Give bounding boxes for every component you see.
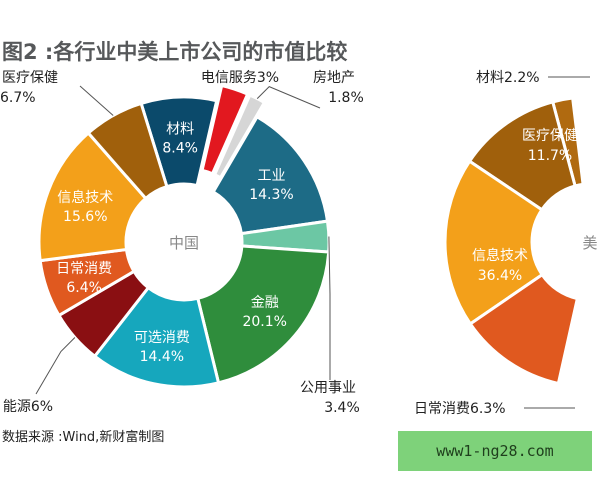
china-slice-可选消费: [92, 285, 221, 389]
china-leader-房地产: [256, 86, 321, 109]
china-label-金融: 金融: [251, 295, 279, 311]
china-slice-医疗保健: [86, 101, 169, 201]
china-center-label: 中国: [169, 234, 199, 252]
us-label-医疗保健: 医疗保健: [522, 128, 578, 144]
us-value-医疗保健: 11.7%: [528, 148, 572, 164]
china-value-医疗保健: 6.7%: [0, 90, 36, 106]
watermark-link[interactable]: www1-ng28.com: [398, 431, 592, 471]
us-label-信息技术: 信息技术: [472, 247, 528, 264]
china-value-可选消费: 14.4%: [140, 349, 184, 365]
china-label-房地产: 房地产: [313, 70, 355, 86]
china-label-信息技术: 信息技术: [57, 189, 113, 206]
data-source-note: 数据来源 :Wind,新财富制图: [2, 430, 165, 445]
us-slice-信息技术: [443, 159, 545, 326]
china-slice-金融: [195, 244, 331, 385]
us-slice-日常消费: [468, 272, 580, 386]
china-label-电信服务: 电信服务3%: [201, 70, 279, 86]
china-label-能源: 能源6%: [3, 399, 53, 415]
china-label-医疗保健: 医疗保健: [2, 70, 58, 86]
china-value-信息技术: 15.6%: [63, 209, 107, 225]
us-donut: 美 医疗保健 11.7% 信息技术 36.4% 材料2.2% 日常消费6.3%: [414, 70, 598, 417]
chart-title: 图2 :各行业中美上市公司的市值比较: [2, 40, 348, 64]
us-slice-医疗保健: [467, 100, 577, 212]
china-value-工业: 14.3%: [249, 187, 293, 203]
china-label-材料: 材料: [166, 122, 194, 138]
china-slice-电信服务: [200, 83, 250, 176]
china-leader-医疗保健: [79, 85, 114, 116]
china-label-公用事业: 公用事业: [300, 380, 356, 396]
us-center-label: 美: [582, 234, 597, 252]
china-value-日常消费: 6.4%: [66, 280, 102, 296]
us-value-信息技术: 36.4%: [478, 268, 522, 284]
china-label-可选消费: 可选消费: [134, 330, 190, 346]
china-slice-信息技术: [37, 130, 148, 263]
china-label-工业: 工业: [257, 168, 285, 184]
china-value-金融: 20.1%: [242, 314, 286, 330]
china-value-房地产: 1.8%: [328, 90, 364, 106]
china-value-材料: 8.4%: [162, 141, 198, 157]
china-leader-能源: [35, 337, 76, 395]
china-leader-公用事业: [328, 236, 331, 380]
china-value-公用事业: 3.4%: [324, 400, 360, 416]
us-label-材料: 材料2.2%: [476, 70, 540, 86]
us-label-日常消费: 日常消费6.3%: [414, 401, 506, 417]
china-label-日常消费: 日常消费: [56, 261, 112, 277]
china-donut: 中国 材料 8.4% 工业 14.3% 金融 20.1% 可选消费 14.4% 日常消费 6.4% 信…: [0, 70, 364, 416]
